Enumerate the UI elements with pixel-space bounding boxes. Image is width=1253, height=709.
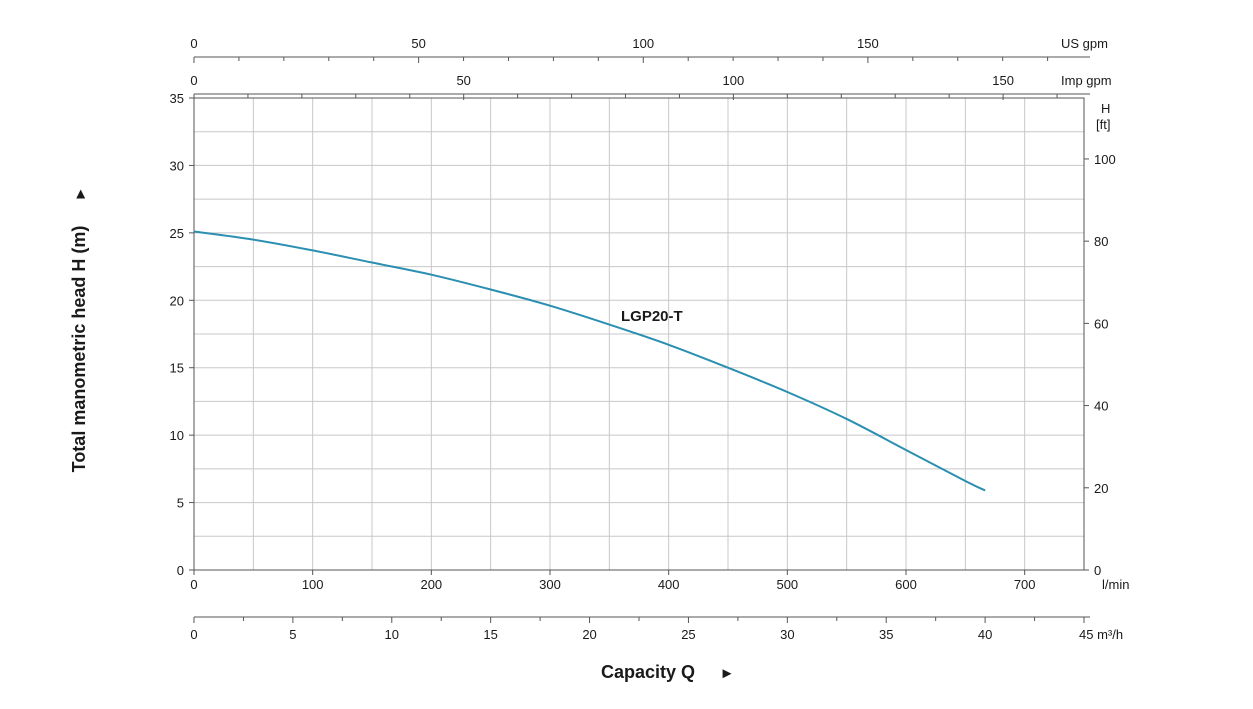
ft-tick-label: 60 — [1094, 316, 1108, 331]
m3h-tick-label: 0 — [190, 627, 197, 642]
m3h-unit-label: 45 m³/h — [1079, 627, 1123, 642]
us-gpm-tick-label: 0 — [190, 36, 197, 51]
y-tick-label: 20 — [170, 293, 184, 308]
x-tick-label: 700 — [1014, 577, 1036, 592]
y-tick-label: 25 — [170, 226, 184, 241]
m3h-tick-label: 5 — [289, 627, 296, 642]
grid — [194, 98, 1084, 570]
y-tick-label: 35 — [170, 91, 184, 106]
imp-gpm-tick-label: 0 — [190, 73, 197, 88]
y-axis-title: Total manometric head H (m) — [69, 226, 89, 473]
y-tick-label: 15 — [170, 361, 184, 376]
us-gpm-unit-label: US gpm — [1061, 36, 1108, 51]
m3h-tick-label: 40 — [978, 627, 992, 642]
imp-gpm-tick-label: 150 — [992, 73, 1014, 88]
imp-gpm-unit-label: Imp gpm — [1061, 73, 1112, 88]
ft-axis-label-h: H — [1101, 101, 1110, 116]
x-tick-label: 100 — [302, 577, 324, 592]
ft-tick-label: 80 — [1094, 234, 1108, 249]
x-axis-title: Capacity Q — [601, 662, 695, 682]
m3h-tick-label: 25 — [681, 627, 695, 642]
x-tick-label: 600 — [895, 577, 917, 592]
ft-tick-label: 20 — [1094, 481, 1108, 496]
x-tick-label: 200 — [420, 577, 442, 592]
ft-tick-label: 40 — [1094, 399, 1108, 414]
y-tick-label: 0 — [177, 563, 184, 578]
m3h-tick-label: 20 — [582, 627, 596, 642]
y-tick-label: 30 — [170, 158, 184, 173]
y-axis-arrow: ► — [72, 187, 89, 202]
m3h-tick-label: 10 — [385, 627, 399, 642]
x-tick-label: 500 — [776, 577, 798, 592]
x-unit-label: l/min — [1102, 577, 1129, 592]
ft-tick-label: 100 — [1094, 152, 1116, 167]
us-gpm-tick-label: 50 — [411, 36, 425, 51]
x-tick-label: 400 — [658, 577, 680, 592]
ft-tick-label: 0 — [1094, 563, 1101, 578]
series-line-lgp20-t — [193, 230, 986, 492]
m3h-tick-label: 35 — [879, 627, 893, 642]
plot-frame — [193, 97, 1085, 571]
m3h-tick-label: 15 — [483, 627, 497, 642]
series-layer — [193, 230, 986, 492]
series-label-lgp20-t: LGP20-T — [621, 308, 683, 325]
m3h-tick-label: 30 — [780, 627, 794, 642]
imp-gpm-tick-label: 100 — [723, 73, 745, 88]
labels: Total manometric head H (m) Capacity Q ►… — [69, 187, 734, 682]
ft-axis-label-unit: [ft] — [1096, 117, 1110, 132]
imp-gpm-tick-label: 50 — [456, 73, 470, 88]
y-tick-label: 10 — [170, 428, 184, 443]
x-tick-label: 300 — [539, 577, 561, 592]
x-tick-label: 0 — [190, 577, 197, 592]
us-gpm-tick-label: 150 — [857, 36, 879, 51]
us-gpm-tick-label: 100 — [632, 36, 654, 51]
x-axis-arrow: ► — [720, 665, 735, 682]
y-tick-label: 5 — [177, 496, 184, 511]
